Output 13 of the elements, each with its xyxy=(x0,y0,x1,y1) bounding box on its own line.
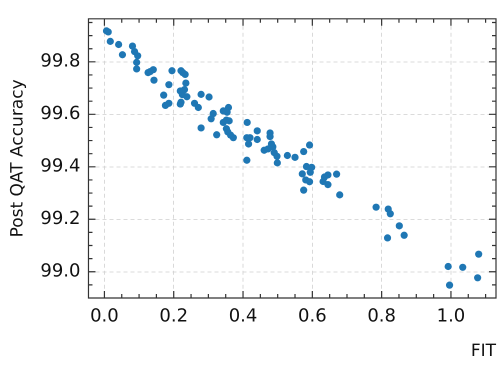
x-tick-label: 1.0 xyxy=(436,305,466,326)
y-tick-label: 99.8 xyxy=(40,50,80,72)
x-tick-label: 0.8 xyxy=(367,305,396,326)
y-axis-title: Post QAT Accuracy xyxy=(8,79,28,238)
x-tick-label: 0.0 xyxy=(90,305,119,326)
x-tick-label: 0.2 xyxy=(159,305,188,326)
x-tick-label: 0.6 xyxy=(298,305,327,326)
y-tick-label: 99.0 xyxy=(40,260,80,282)
x-tick-label: 0.4 xyxy=(228,305,258,326)
y-tick-label: 99.4 xyxy=(40,155,80,176)
x-axis-title: FIT xyxy=(470,341,497,362)
y-tick-label: 99.6 xyxy=(40,102,80,124)
y-tick-label: 99.2 xyxy=(40,208,80,229)
